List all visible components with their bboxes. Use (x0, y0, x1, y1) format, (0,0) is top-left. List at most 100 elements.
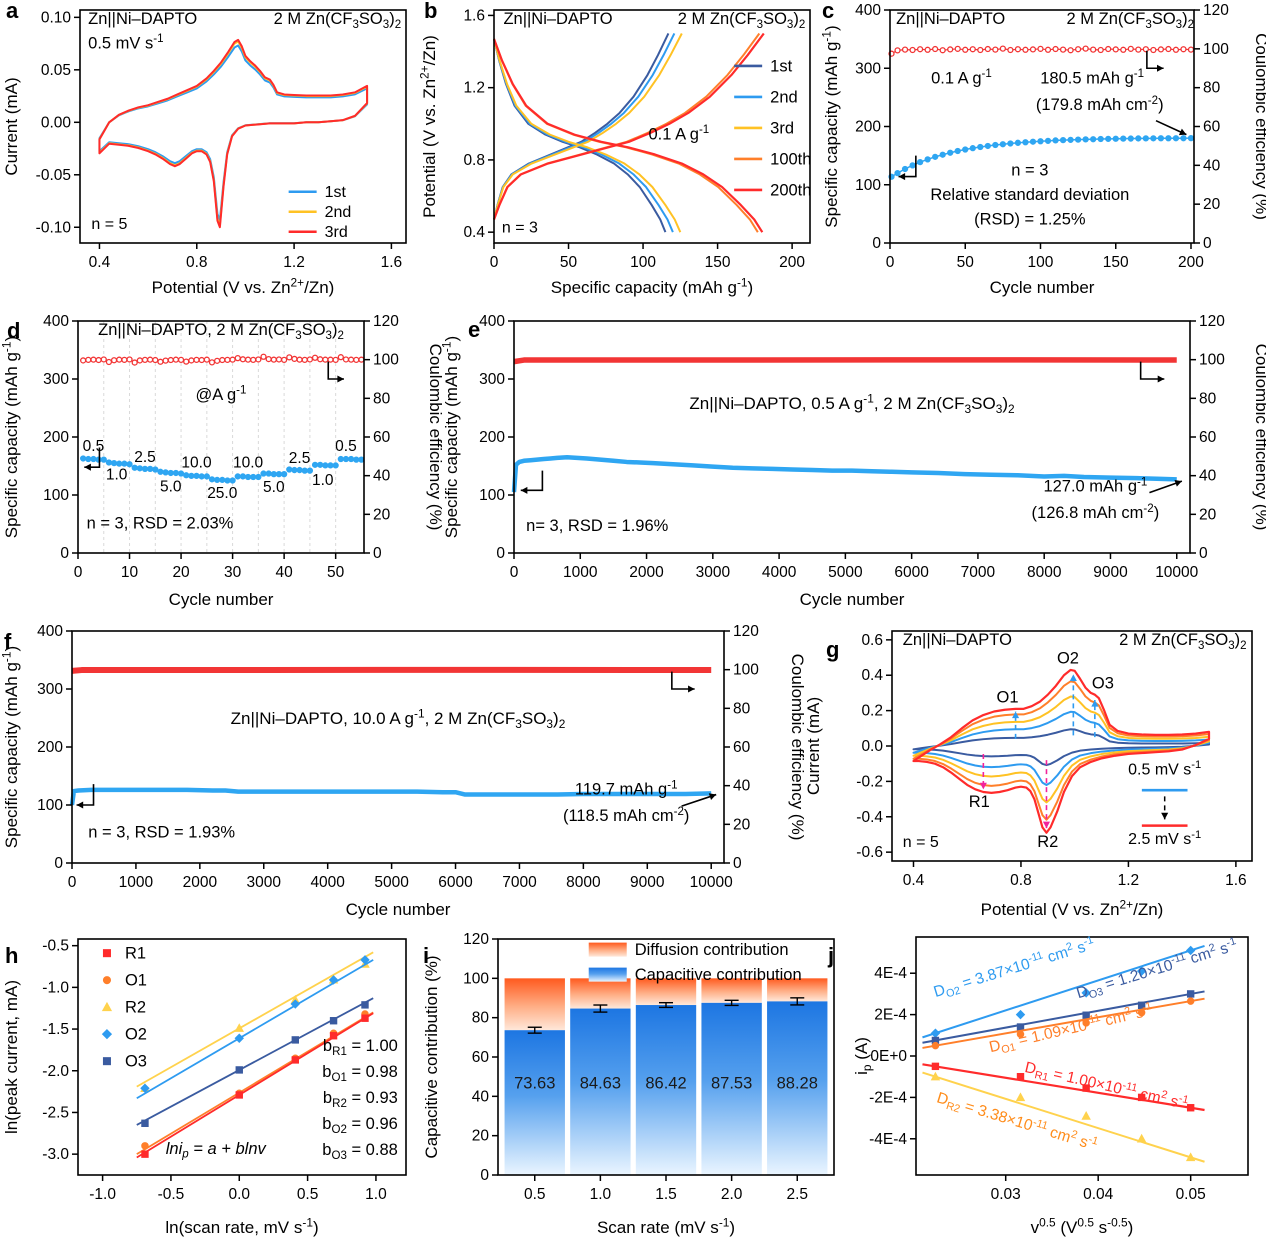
svg-text:2 M Zn(CF3SO3)2: 2 M Zn(CF3SO3)2 (1067, 10, 1194, 31)
svg-text:-0.10: -0.10 (36, 219, 72, 236)
svg-text:O3: O3 (1092, 675, 1114, 693)
svg-text:100: 100 (43, 487, 69, 504)
svg-text:Coulombic efficiency (%): Coulombic efficiency (%) (1252, 33, 1266, 220)
svg-text:0.8: 0.8 (463, 152, 485, 169)
svg-text:1.0: 1.0 (590, 1186, 612, 1203)
svg-text:Zn||Ni–DAPTO: Zn||Ni–DAPTO (88, 10, 197, 28)
svg-text:n = 5: n = 5 (91, 216, 127, 233)
svg-text:7000: 7000 (961, 564, 996, 581)
svg-text:80: 80 (733, 700, 751, 717)
svg-text:1st: 1st (325, 184, 347, 201)
svg-text:1.2: 1.2 (1118, 872, 1140, 889)
svg-text:(126.8 mAh cm-2): (126.8 mAh cm-2) (1032, 503, 1160, 522)
svg-text:0.5: 0.5 (524, 1186, 546, 1203)
svg-text:-4E-4: -4E-4 (869, 1131, 907, 1148)
svg-text:-2.5: -2.5 (42, 1104, 69, 1121)
svg-text:1.5: 1.5 (655, 1186, 677, 1203)
discharge-3rd (493, 38, 682, 233)
svg-text:20: 20 (1203, 196, 1221, 213)
panel-a-letter: a (6, 0, 19, 23)
svg-text:0.5: 0.5 (297, 1186, 319, 1203)
svg-text:2nd: 2nd (325, 204, 352, 221)
specific-capacity (69, 787, 712, 806)
svg-text:O1: O1 (997, 689, 1019, 707)
panel-j: j 0.03 0.04 0.05 4E-4 2E-4 0E+0 -2E-4 -4E-4 v0.5… (828, 927, 1266, 1245)
svg-text:bO1 = 0.98: bO1 = 0.98 (322, 1063, 398, 1084)
svg-text:6000: 6000 (438, 874, 473, 891)
svg-text:20: 20 (472, 1128, 490, 1145)
panel-f-chart: 0 1000 2000 3000 4000 5000 6000 7000 8000 9000 100… (0, 623, 807, 919)
svg-text:R2: R2 (1037, 833, 1058, 851)
svg-text:2nd: 2nd (770, 88, 798, 106)
cv-1.5mVs (912, 695, 1211, 804)
O1-fit-line (922, 997, 1205, 1049)
svg-text:Coulombic efficiency (%): Coulombic efficiency (%) (1252, 344, 1266, 531)
svg-text:2.5: 2.5 (289, 450, 311, 467)
svg-text:Coulombic efficiency (%): Coulombic efficiency (%) (426, 344, 445, 531)
svg-text:0: 0 (1199, 545, 1208, 562)
panel-i: i 73.63 84.63 86.42 87.53 88.28 0.5 1.0 1.5 2.0 2… (420, 927, 850, 1245)
svg-text:0: 0 (480, 1167, 489, 1184)
charge-3rd (493, 33, 683, 220)
svg-text:84.63: 84.63 (580, 1075, 621, 1093)
svg-text:73.63: 73.63 (514, 1075, 555, 1093)
panel-d-chart: 0 10 20 30 40 50 0 100 200 300 400 0 20 40 60 80 100 120 C… (0, 313, 445, 609)
panel-i-letter: i (423, 943, 430, 968)
coulombic-efficiency (513, 357, 1177, 365)
svg-text:200: 200 (37, 739, 63, 756)
svg-text:4000: 4000 (310, 874, 345, 891)
svg-text:Potential (V vs. Zn2+/Zn): Potential (V vs. Zn2+/Zn) (152, 276, 335, 297)
panel-g-letter: g (826, 637, 840, 662)
svg-text:-0.5: -0.5 (42, 938, 69, 955)
svg-text:400: 400 (37, 623, 63, 640)
svg-text:40: 40 (733, 778, 751, 795)
bar-diffusion-2 (635, 978, 697, 1006)
svg-text:60: 60 (733, 739, 751, 756)
svg-text:0.5 mV s-1: 0.5 mV s-1 (1128, 759, 1201, 778)
svg-text:3000: 3000 (247, 874, 282, 891)
svg-text:Coulombic efficiency (%): Coulombic efficiency (%) (788, 654, 807, 841)
svg-text:86.42: 86.42 (645, 1075, 686, 1093)
svg-text:n = 3: n = 3 (1011, 161, 1048, 179)
svg-text:bO3 = 0.88: bO3 = 0.88 (322, 1141, 398, 1162)
svg-text:119.7 mAh g-1: 119.7 mAh g-1 (575, 779, 678, 798)
svg-text:-0.05: -0.05 (36, 167, 71, 184)
bar-diffusion-0 (504, 978, 565, 1031)
svg-text:20: 20 (1199, 506, 1217, 523)
svg-text:40: 40 (276, 564, 294, 581)
svg-text:0: 0 (60, 545, 69, 562)
svg-text:5000: 5000 (828, 564, 863, 581)
bar-capacitive-2 (635, 1005, 697, 1175)
svg-text:Specific capacity (mAh g-1): Specific capacity (mAh g-1) (551, 276, 753, 297)
svg-text:0.8: 0.8 (186, 254, 208, 271)
svg-text:10.0: 10.0 (181, 455, 212, 472)
svg-text:80: 80 (1203, 80, 1221, 97)
svg-text:400: 400 (855, 2, 881, 19)
svg-text:200: 200 (1178, 254, 1204, 271)
svg-text:0: 0 (510, 564, 519, 581)
bar-diffusion-1 (570, 978, 631, 1009)
svg-text:DO2 = 3.87×10-11 cm2 s-1: DO2 = 3.87×10-11 cm2 s-1 (931, 934, 1097, 1004)
svg-text:0.4: 0.4 (861, 667, 883, 684)
svg-text:0.4: 0.4 (903, 872, 925, 889)
specific-capacity (511, 455, 1177, 493)
svg-text:Diffusion contribution: Diffusion contribution (635, 941, 789, 959)
discharge-200th (492, 38, 764, 233)
svg-text:200th: 200th (770, 181, 811, 199)
bar-capacitive-1 (570, 1008, 631, 1175)
panel-j-chart: 0.03 0.04 0.05 4E-4 2E-4 0E+0 -2E-4 -4E-4 v0.5 (… (852, 934, 1249, 1237)
svg-text:-1.0: -1.0 (89, 1186, 116, 1203)
svg-text:0.1 A g-1: 0.1 A g-1 (931, 68, 992, 87)
svg-text:9000: 9000 (630, 874, 665, 891)
svg-text:n = 5: n = 5 (903, 834, 939, 851)
svg-text:1.6: 1.6 (1225, 872, 1247, 889)
svg-text:ip (A): ip (A) (852, 1037, 874, 1075)
svg-text:Potential (V vs. Zn2+/Zn): Potential (V vs. Zn2+/Zn) (981, 898, 1164, 919)
svg-text:Current (mA): Current (mA) (804, 697, 823, 795)
svg-text:0.00: 0.00 (41, 114, 72, 131)
svg-text:1.6: 1.6 (381, 254, 403, 271)
svg-text:R1: R1 (969, 793, 990, 811)
svg-text:0: 0 (490, 254, 499, 271)
panel-h: h -1.0 -0.5 0.0 0.5 1.0 -3.0 -2.5 -2.0 -1.5 -1.0-… (0, 927, 420, 1245)
svg-text:8000: 8000 (566, 874, 601, 891)
